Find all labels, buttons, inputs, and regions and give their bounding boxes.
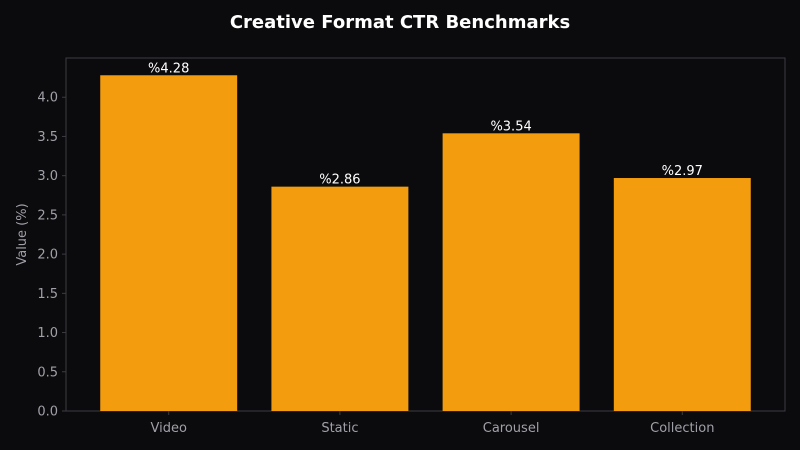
y-tick-label: 2.5 bbox=[37, 208, 58, 223]
y-tick-label: 0.5 bbox=[37, 365, 58, 380]
y-tick-label: 3.0 bbox=[37, 169, 58, 184]
y-tick-label: 2.0 bbox=[37, 248, 58, 263]
x-tick-label: Static bbox=[321, 421, 358, 436]
x-tick-label: Carousel bbox=[483, 421, 540, 436]
bar-value-label: %4.28 bbox=[148, 61, 189, 76]
x-tick-label: Video bbox=[150, 421, 186, 436]
y-tick-label: 1.0 bbox=[37, 326, 58, 341]
y-tick-label: 0.0 bbox=[37, 405, 58, 420]
bar-value-label: %3.54 bbox=[490, 119, 531, 134]
bars: %4.28 %2.86 %3.54 %2.97 bbox=[100, 61, 751, 411]
bar bbox=[271, 186, 409, 411]
bar bbox=[100, 75, 238, 411]
bar-value-label: %2.97 bbox=[662, 164, 703, 179]
y-tick-label: 1.5 bbox=[37, 287, 58, 302]
y-tick-label: 3.5 bbox=[37, 130, 58, 145]
bar bbox=[613, 178, 751, 411]
bar-value-label: %2.86 bbox=[319, 173, 360, 188]
chart-title: Creative Format CTR Benchmarks bbox=[229, 12, 571, 33]
x-axis-ticks: Video Static Carousel Collection bbox=[150, 411, 714, 436]
y-axis-label: Value (%) bbox=[15, 203, 30, 265]
y-axis-ticks: 0.0 0.5 1.0 1.5 2.0 2.5 3.0 3.5 4.0 bbox=[37, 91, 66, 420]
y-tick-label: 4.0 bbox=[37, 91, 58, 106]
bar bbox=[442, 133, 580, 411]
x-tick-label: Collection bbox=[650, 421, 714, 436]
